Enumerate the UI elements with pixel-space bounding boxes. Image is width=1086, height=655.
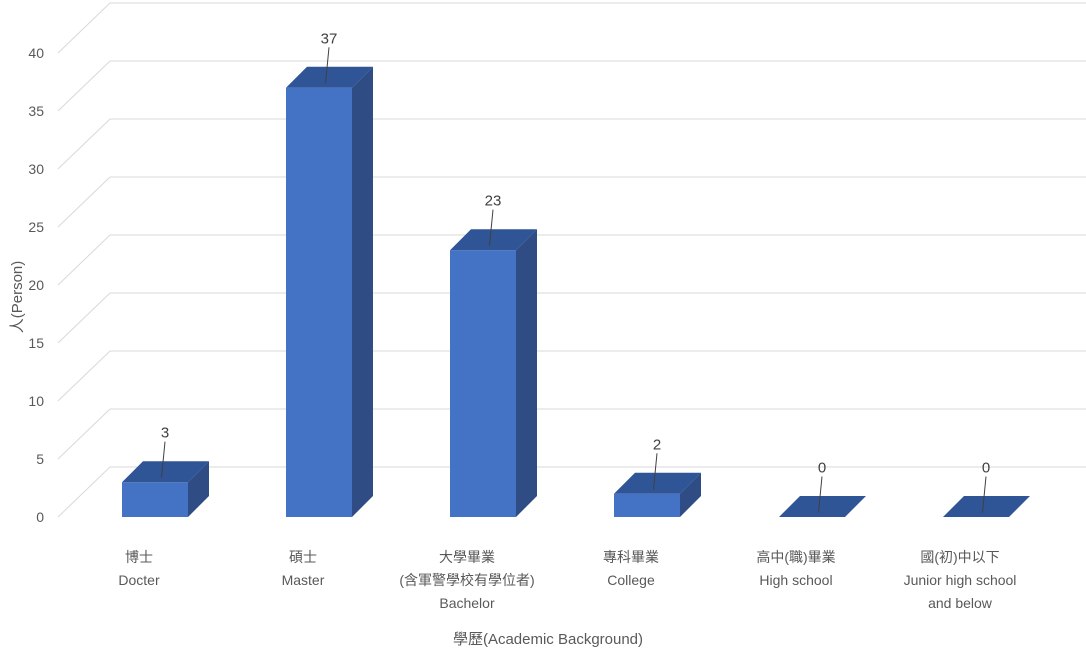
gridline-diagonal: [57, 466, 111, 518]
bar-top: [614, 472, 701, 494]
x-tick-label: Master: [282, 572, 325, 588]
bar-front: [286, 87, 352, 518]
x-tick-label: 國(初)中以下: [920, 549, 999, 565]
x-tick-label: 博士: [125, 549, 153, 565]
data-label-leader: [161, 441, 166, 478]
y-tick-label: 40: [28, 45, 44, 61]
y-tick-label: 30: [28, 161, 44, 177]
gridlines: [57, 2, 1086, 518]
data-label: 2: [653, 436, 661, 453]
bar: [286, 66, 373, 518]
x-tick-label: 碩士: [289, 549, 317, 565]
gridline-diagonal: [57, 118, 111, 170]
bar: [943, 496, 1030, 517]
bar-side: [680, 472, 701, 517]
x-tick-label: 專科畢業: [603, 549, 659, 565]
bar-front: [614, 493, 680, 517]
bar: [122, 461, 209, 517]
y-axis-title: 人(Person): [9, 261, 26, 334]
x-tick-label: 大學畢業: [439, 549, 495, 565]
data-label-leader: [982, 476, 987, 513]
y-tick-label: 0: [36, 509, 44, 525]
gridline-diagonal: [57, 176, 111, 228]
x-axis-categories: 博士 Docter 碩士 Master 大學畢業 (含軍警學校有學位者) Bachelor 專…: [118, 549, 1016, 611]
gridline-diagonal: [57, 2, 111, 54]
x-tick-label: Bachelor: [439, 595, 495, 611]
y-tick-label: 35: [28, 103, 44, 119]
y-tick-label: 15: [28, 335, 44, 351]
y-tick-label: 5: [36, 451, 44, 467]
bar-side: [352, 66, 373, 518]
bar: [779, 496, 866, 517]
bar-top: [943, 496, 1030, 517]
data-label-leader: [325, 47, 330, 84]
data-label: 0: [982, 460, 990, 477]
data-label-leader: [818, 476, 823, 513]
data-label-leader: [489, 209, 494, 246]
data-label: 37: [321, 30, 338, 47]
x-tick-label: and below: [928, 595, 993, 611]
x-tick-label: College: [607, 572, 655, 588]
data-labels: 3 37 23 2 0 0: [161, 30, 990, 513]
y-tick-label: 20: [28, 277, 44, 293]
x-tick-label: (含軍警學校有學位者): [399, 572, 534, 588]
data-label: 0: [818, 460, 826, 477]
y-tick-label: 10: [28, 393, 44, 409]
gridline-diagonal: [57, 350, 111, 402]
bar-front: [122, 482, 188, 517]
x-axis-title: 學歷(Academic Background): [453, 630, 643, 648]
x-tick-label: 高中(職)畢業: [756, 549, 835, 565]
bar-top: [779, 496, 866, 517]
bar: [450, 229, 537, 517]
bar-front: [450, 250, 516, 517]
data-label-leader: [653, 453, 658, 490]
bar-side: [188, 461, 209, 517]
y-axis-ticks: 0 5 10 15 20 25 30 35 40: [28, 45, 44, 525]
y-tick-label: 25: [28, 219, 44, 235]
data-label: 3: [161, 425, 169, 442]
bar-side: [516, 229, 537, 517]
gridline-diagonal: [57, 292, 111, 344]
gridline-diagonal: [57, 60, 111, 112]
gridline-diagonal: [57, 408, 111, 460]
x-tick-label: Docter: [118, 572, 160, 588]
x-tick-label: Junior high school: [904, 572, 1017, 588]
bars: [122, 66, 1030, 518]
x-tick-label: High school: [759, 572, 832, 588]
bar-top: [122, 461, 209, 483]
gridline-diagonal: [57, 234, 111, 286]
bar-top: [286, 66, 373, 88]
bar-top: [450, 229, 537, 251]
bar: [614, 472, 701, 517]
data-label: 23: [485, 193, 502, 210]
